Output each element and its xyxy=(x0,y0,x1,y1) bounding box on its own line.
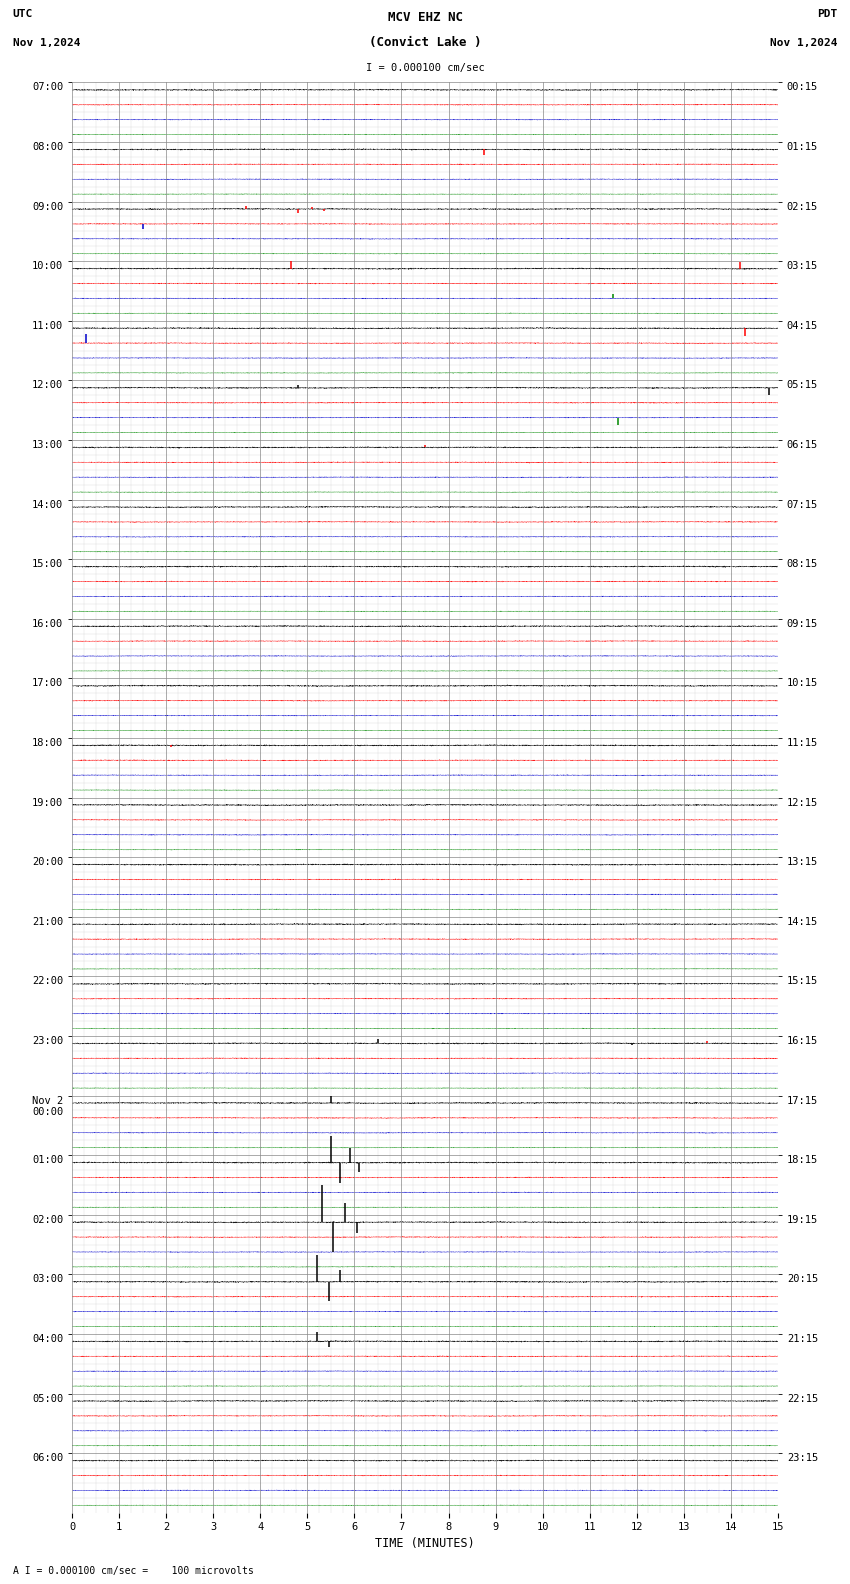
Text: A I = 0.000100 cm/sec =    100 microvolts: A I = 0.000100 cm/sec = 100 microvolts xyxy=(13,1567,253,1576)
Text: Nov 1,2024: Nov 1,2024 xyxy=(13,38,80,48)
Text: MCV EHZ NC: MCV EHZ NC xyxy=(388,11,462,24)
Text: PDT: PDT xyxy=(817,10,837,19)
X-axis label: TIME (MINUTES): TIME (MINUTES) xyxy=(375,1536,475,1549)
Text: I = 0.000100 cm/sec: I = 0.000100 cm/sec xyxy=(366,63,484,73)
Text: Nov 1,2024: Nov 1,2024 xyxy=(770,38,837,48)
Text: (Convict Lake ): (Convict Lake ) xyxy=(369,36,481,49)
Text: UTC: UTC xyxy=(13,10,33,19)
